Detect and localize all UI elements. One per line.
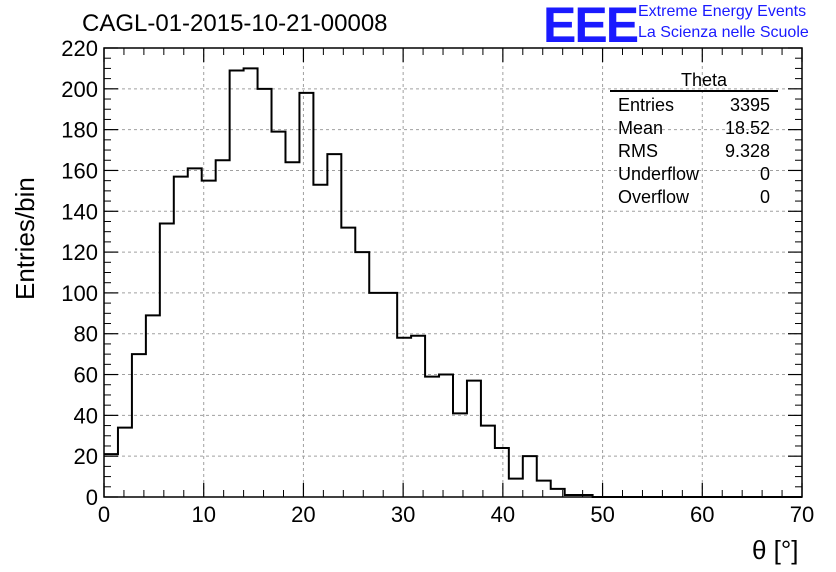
stats-value: 0	[759, 164, 770, 184]
x-tick-label: 50	[590, 502, 614, 527]
stats-row-rms: RMS 9.328	[610, 140, 778, 163]
stats-value: 18.52	[724, 118, 770, 138]
y-tick-label: 160	[61, 158, 98, 183]
stats-label: Underflow	[618, 164, 700, 184]
y-tick-label: 20	[74, 444, 98, 469]
y-tick-label: 40	[74, 403, 98, 428]
y-tick-label: 0	[86, 485, 98, 510]
y-tick-label: 140	[61, 199, 98, 224]
stats-label: Entries	[618, 95, 675, 115]
stats-value: 0	[759, 187, 770, 207]
stats-row-overflow: Overflow 0	[610, 186, 778, 209]
y-tick-label: 80	[74, 322, 98, 347]
chart-title: CAGL-01-2015-10-21-00008	[82, 10, 388, 37]
tick-labels: 0 20 40 60 80 100 120 140 160 180 200 220 0 10 20 30 40 5…	[61, 36, 814, 527]
stats-row-underflow: Underflow 0	[610, 163, 778, 186]
stats-box: Theta Entries 3395 Mean 18.52 RMS 9.328 …	[610, 70, 778, 209]
grid-lines	[104, 48, 802, 497]
x-tick-label: 70	[790, 502, 814, 527]
eee-logo: EEE	[543, 0, 639, 53]
x-axis-label: θ [°]	[752, 535, 799, 565]
stats-value: 3395	[729, 95, 770, 115]
stats-label: Overflow	[618, 187, 690, 207]
plot-frame	[103, 47, 803, 498]
y-tick-label: 220	[61, 36, 98, 61]
y-tick-label: 60	[74, 363, 98, 388]
y-tick-label: 100	[61, 281, 98, 306]
stats-value: 9.328	[724, 141, 770, 161]
x-tick-label: 30	[391, 502, 415, 527]
y-axis-label: Entries/bin	[10, 177, 40, 300]
stats-divider	[610, 90, 778, 92]
logo-text-line1: Extreme Energy Events	[638, 3, 807, 20]
y-tick-label: 180	[61, 118, 98, 143]
stats-row-mean: Mean 18.52	[610, 117, 778, 140]
y-tick-label: 200	[61, 77, 98, 102]
x-tick-label: 40	[491, 502, 515, 527]
stats-label: Mean	[618, 118, 664, 138]
y-tick-label: 120	[61, 240, 98, 265]
stats-label: RMS	[618, 141, 658, 161]
stats-row-entries: Entries 3395	[610, 94, 778, 117]
x-tick-label: 10	[191, 502, 215, 527]
x-tick-label: 20	[291, 502, 315, 527]
x-tick-label: 0	[98, 502, 110, 527]
stats-title: Theta	[680, 70, 728, 90]
logo-text-line2: La Scienza nelle Scuole	[638, 24, 809, 41]
x-tick-label: 60	[690, 502, 714, 527]
